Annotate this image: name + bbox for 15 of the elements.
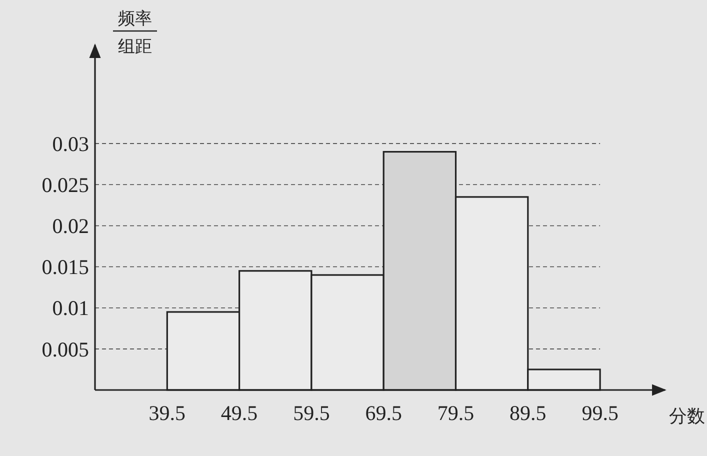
- y-tick-label: 0.015: [42, 255, 89, 280]
- x-axis-title: 分数: [669, 406, 705, 426]
- y-tick-label: 0.005: [42, 337, 89, 362]
- x-tick-label: 59.5: [293, 401, 330, 425]
- y-axis-title: 频率组距: [118, 9, 152, 56]
- y-tick-label: 0.02: [52, 214, 89, 238]
- y-tick-label: 0.025: [42, 172, 89, 197]
- y-tick-label: 0.03: [52, 132, 89, 156]
- x-tick-label: 79.5: [437, 401, 474, 425]
- x-tick-label: 89.5: [510, 401, 546, 425]
- y-tick-label: 0.01: [52, 296, 89, 320]
- x-tick-label: 69.5: [365, 401, 402, 425]
- x-tick-label: 99.5: [582, 401, 618, 425]
- x-tick-label: 39.5: [148, 401, 186, 425]
- x-tick-label: 49.5: [220, 401, 258, 425]
